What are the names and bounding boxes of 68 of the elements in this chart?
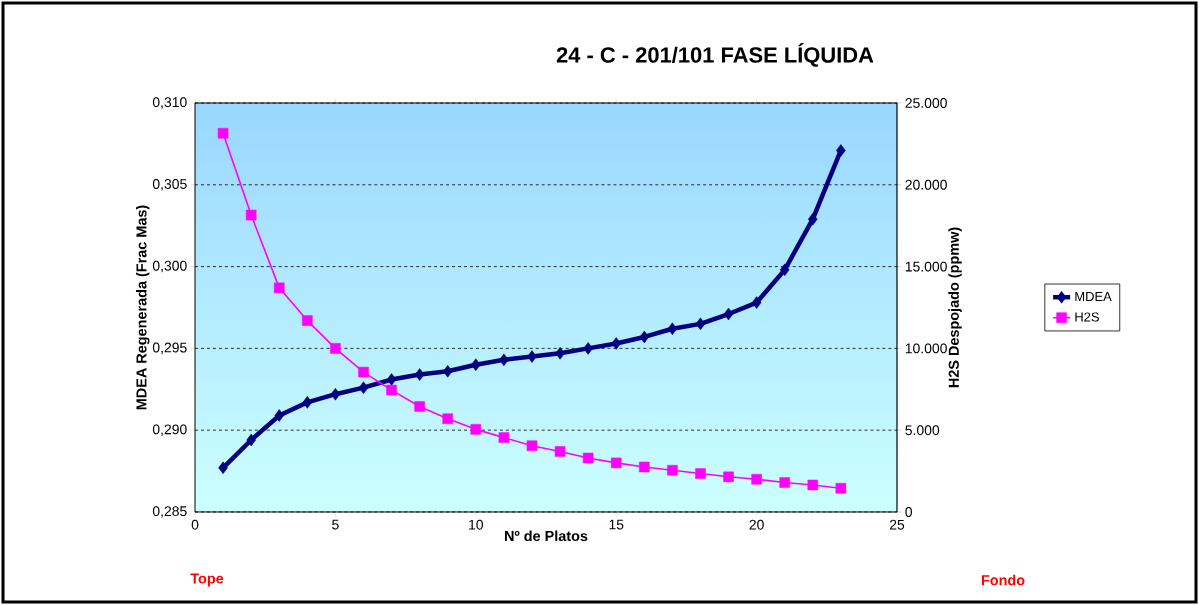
text: Tope (190, 573, 224, 587)
point (330, 387, 341, 401)
point (779, 477, 790, 488)
y-tick-label: 0,300 (152, 260, 187, 273)
point (218, 461, 228, 475)
point (555, 347, 565, 360)
y2-axis-title: H2S Despojado (ppmw) (948, 227, 962, 388)
y-tick-label: 0,310 (152, 97, 187, 109)
point (723, 307, 734, 321)
point (499, 353, 509, 367)
point (808, 212, 818, 226)
x-tick-label: 25 (889, 519, 905, 530)
point (217, 128, 229, 139)
point (527, 350, 537, 363)
point (526, 440, 538, 451)
point (751, 296, 762, 309)
point (470, 424, 482, 435)
point (836, 144, 846, 157)
y2-tick-label: 20.000 (905, 179, 947, 190)
point (751, 474, 762, 485)
x-tick-label: 10 (469, 519, 484, 530)
point (554, 446, 566, 457)
point (583, 342, 593, 355)
point (302, 315, 313, 326)
point (302, 396, 313, 409)
x-tick-label: 5 (332, 519, 339, 530)
y-tick-label: 0,305 (152, 179, 187, 191)
x-axis-title: Nº de Platos (505, 530, 588, 542)
y2-tick-label: 5.000 (905, 425, 940, 436)
legend-label: H2S (1075, 312, 1099, 322)
point (695, 468, 706, 479)
point (386, 384, 397, 396)
y2-tick-label: 25.000 (905, 98, 947, 108)
y-tick-label: 0,285 (152, 506, 187, 518)
y2-tick-label: 15.000 (905, 261, 947, 272)
point (358, 381, 369, 394)
point (779, 263, 790, 277)
y2-tick-label: 10.000 (905, 343, 947, 354)
point (245, 209, 257, 221)
x-tick-label: 15 (609, 519, 624, 530)
point (498, 432, 510, 443)
y-axis-title: MDEA Regenerada (Frac Mas) (135, 205, 150, 410)
y2-tick-label: 0 (905, 507, 912, 517)
point (639, 330, 650, 344)
point (695, 317, 706, 331)
point (667, 465, 678, 476)
point (835, 483, 847, 494)
point (274, 409, 284, 422)
point (274, 282, 285, 294)
x-tick-label: 20 (749, 519, 764, 530)
point (246, 433, 256, 447)
point (414, 401, 425, 412)
point (582, 452, 594, 464)
y-tick-label: 0,290 (152, 424, 187, 436)
point (807, 479, 819, 491)
point (723, 471, 734, 483)
legend-label: MDEA (1075, 292, 1112, 301)
chart-title: 24 - C - 201/101 FASE LÍQUIDA (556, 43, 874, 67)
point (639, 461, 650, 473)
y-tick-label: 0,295 (152, 342, 187, 355)
text: Fondo (981, 574, 1025, 586)
x-tick-label: 0 (191, 519, 199, 530)
point (358, 366, 369, 378)
point (442, 413, 453, 424)
point (471, 358, 481, 371)
point (610, 457, 622, 469)
point (330, 343, 341, 354)
point (611, 337, 621, 350)
